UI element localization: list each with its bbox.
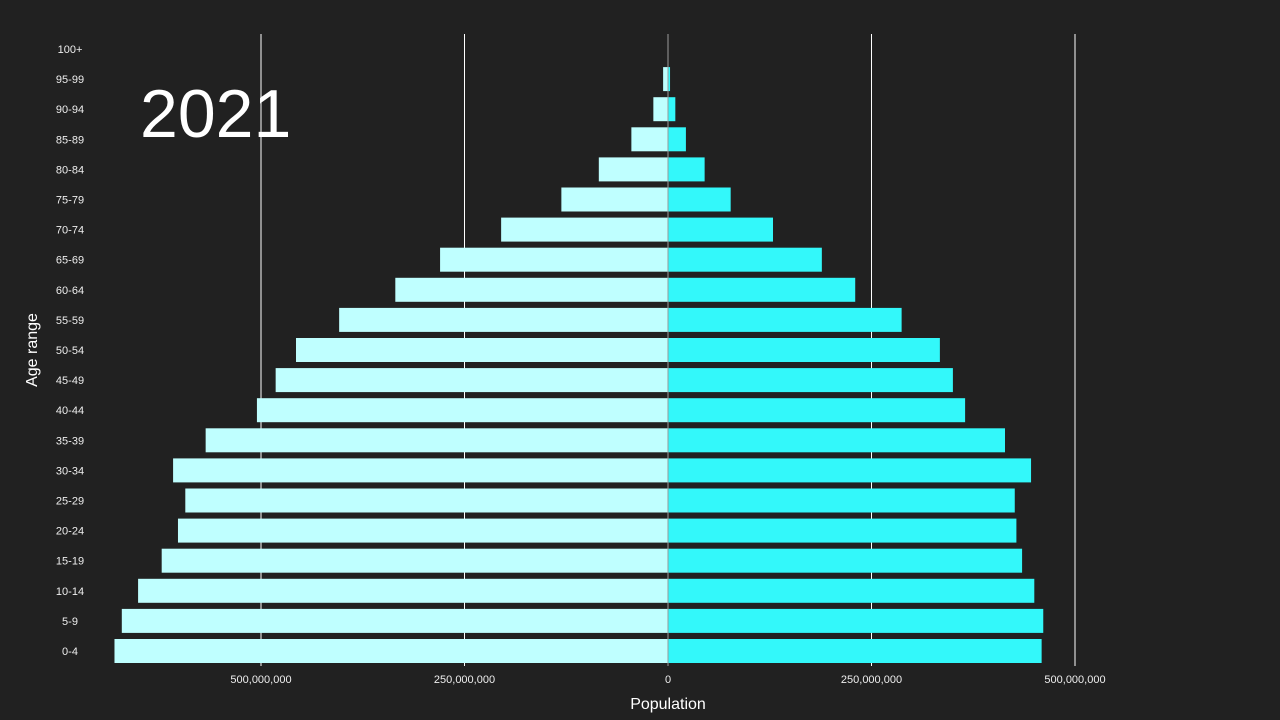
x-axis-title: Population bbox=[630, 696, 706, 713]
x-tick-label: 0 bbox=[665, 674, 671, 686]
y-tick-label: 5-9 bbox=[62, 616, 78, 628]
bar-left-15-19 bbox=[161, 548, 668, 573]
x-tick-label: 500,000,000 bbox=[230, 674, 291, 686]
bar-left-30-34 bbox=[173, 458, 668, 483]
bar-left-60-64 bbox=[395, 277, 668, 302]
y-tick-label: 85-89 bbox=[56, 134, 84, 146]
bar-right-65-69 bbox=[668, 247, 822, 272]
y-tick-label: 70-74 bbox=[56, 225, 84, 237]
bar-left-25-29 bbox=[185, 488, 668, 513]
bar-left-65-69 bbox=[440, 247, 668, 272]
bar-left-70-74 bbox=[501, 217, 668, 242]
x-tick-label: 500,000,000 bbox=[1044, 674, 1105, 686]
bar-left-75-79 bbox=[561, 187, 668, 212]
x-tick-label: 250,000,000 bbox=[841, 674, 902, 686]
y-tick-label: 0-4 bbox=[62, 646, 78, 658]
bar-left-35-39 bbox=[205, 428, 668, 453]
y-axis-title: Age range bbox=[24, 313, 41, 387]
y-tick-label: 20-24 bbox=[56, 526, 84, 538]
y-tick-label: 45-49 bbox=[56, 375, 84, 387]
bar-left-85-89 bbox=[631, 127, 668, 152]
bar-right-20-24 bbox=[668, 518, 1017, 543]
y-tick-label: 80-84 bbox=[56, 164, 84, 176]
x-tick-labels: 500,000,000 250,000,000 0 250,000,000 500,00… bbox=[230, 674, 1105, 686]
y-tick-label: 95-99 bbox=[56, 74, 84, 86]
bar-right-75-79 bbox=[668, 187, 731, 212]
y-tick-label: 15-19 bbox=[56, 556, 84, 568]
bar-right-40-44 bbox=[668, 398, 966, 423]
bar-left-40-44 bbox=[256, 398, 668, 423]
bar-left-80-84 bbox=[598, 157, 668, 182]
bar-right-10-14 bbox=[668, 578, 1035, 603]
bar-right-80-84 bbox=[668, 157, 705, 182]
bar-left-45-49 bbox=[275, 368, 668, 393]
bars bbox=[114, 34, 1044, 666]
bar-right-50-54 bbox=[668, 338, 940, 362]
year-label: 2021 bbox=[140, 76, 291, 152]
bar-right-25-29 bbox=[668, 488, 1015, 513]
y-tick-labels: 0-4 5-9 10-14 15-19 20-24 25-29 30-34 35-39 40-4… bbox=[56, 44, 84, 658]
bar-right-70-74 bbox=[668, 217, 774, 242]
x-tick-label: 250,000,000 bbox=[434, 674, 495, 686]
bar-right-90-94 bbox=[668, 97, 676, 122]
bar-left-50-54 bbox=[296, 338, 668, 362]
bar-left-55-59 bbox=[339, 307, 668, 332]
bar-left-0-4 bbox=[114, 639, 669, 663]
y-tick-label: 25-29 bbox=[56, 496, 84, 508]
y-tick-label: 55-59 bbox=[56, 315, 84, 327]
bar-right-95-99 bbox=[668, 67, 671, 92]
bar-left-10-14 bbox=[138, 578, 668, 603]
y-tick-label: 65-69 bbox=[56, 255, 84, 267]
bar-right-55-59 bbox=[668, 307, 902, 332]
bar-right-85-89 bbox=[668, 127, 686, 152]
y-tick-label: 90-94 bbox=[56, 104, 84, 116]
bar-left-90-94 bbox=[653, 97, 668, 122]
bar-right-30-34 bbox=[668, 458, 1032, 483]
y-tick-label: 60-64 bbox=[56, 285, 84, 297]
bar-right-15-19 bbox=[668, 548, 1023, 573]
bar-right-5-9 bbox=[668, 608, 1044, 633]
bar-right-45-49 bbox=[668, 368, 953, 393]
y-tick-label: 30-34 bbox=[56, 465, 84, 477]
bar-left-20-24 bbox=[177, 518, 669, 543]
y-tick-label: 40-44 bbox=[56, 405, 84, 417]
y-tick-label: 75-79 bbox=[56, 195, 84, 207]
bar-right-60-64 bbox=[668, 277, 856, 302]
y-tick-label: 10-14 bbox=[56, 586, 84, 598]
y-tick-label: 50-54 bbox=[56, 345, 84, 357]
bar-left-95-99 bbox=[663, 67, 668, 92]
y-tick-label: 35-39 bbox=[56, 435, 84, 447]
y-tick-label: 100+ bbox=[58, 44, 83, 56]
bar-right-35-39 bbox=[668, 428, 1005, 453]
bar-right-0-4 bbox=[668, 639, 1042, 663]
bar-left-5-9 bbox=[121, 608, 668, 633]
